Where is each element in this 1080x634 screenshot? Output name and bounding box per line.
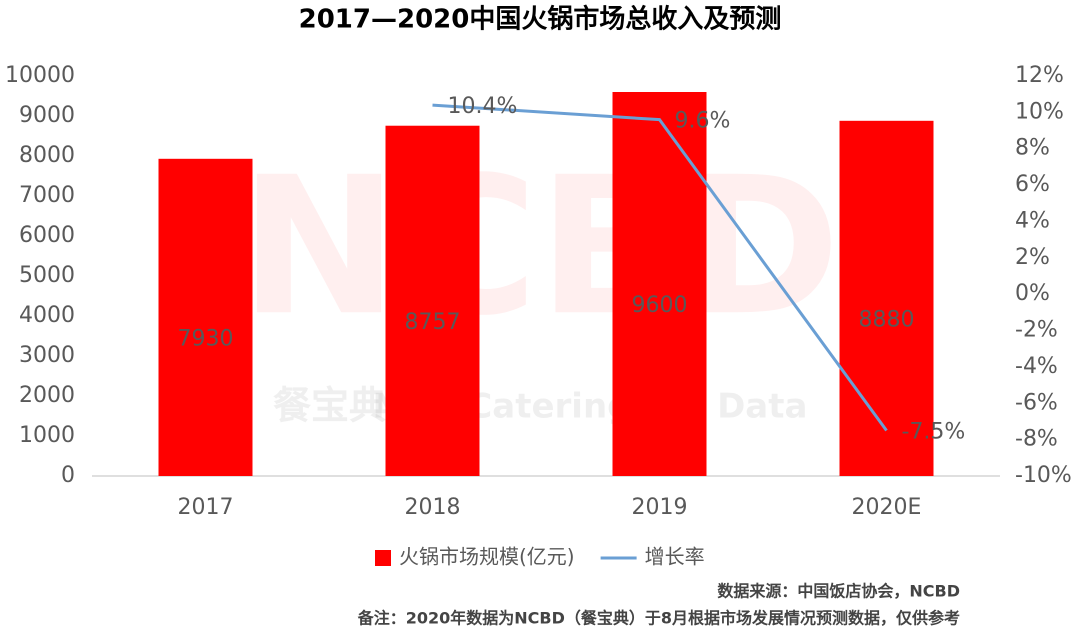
y-tick-label: 2000: [19, 383, 75, 408]
y2-tick-label: 12%: [1015, 63, 1064, 88]
line-value-label: -7.5%: [902, 420, 966, 445]
bar: [158, 158, 253, 477]
y2-tick-label: 8%: [1015, 136, 1050, 161]
chart-title: 2017—2020中国火锅市场总收入及预测: [299, 4, 782, 35]
y2-tick-label: 0%: [1015, 281, 1050, 306]
watermark: NCBD: [240, 136, 841, 357]
y-tick-label: 3000: [19, 343, 75, 368]
y-tick-label: 8000: [19, 143, 75, 168]
line: [432, 103, 888, 432]
y2-tick-label: -6%: [1015, 390, 1058, 415]
y-tick-label: 4000: [19, 303, 75, 328]
legend-label: 火锅市场规模(亿元): [399, 545, 575, 569]
y2-tick-label: 2%: [1015, 245, 1050, 270]
x-tick-label: 2019: [632, 495, 688, 520]
bar: [839, 120, 934, 477]
y-tick-label: 1000: [19, 423, 75, 448]
y-tick-label: 9000: [19, 103, 75, 128]
x-tick-label: 2020E: [852, 495, 922, 520]
y2-tick-label: -10%: [1015, 463, 1072, 488]
y-tick-label: 10000: [5, 63, 75, 88]
y2-tick-label: 6%: [1015, 172, 1050, 197]
bar: [385, 125, 480, 476]
bar-value-label: 9600: [632, 293, 688, 318]
bar-value-label: 8757: [405, 310, 461, 335]
x-tick-label: 2018: [405, 495, 461, 520]
y2-tick-label: 10%: [1015, 99, 1064, 124]
bar: [612, 92, 707, 476]
y-tick-label: 6000: [19, 223, 75, 248]
bar-value-label: 8880: [859, 307, 915, 332]
legend-swatch: [375, 550, 391, 566]
legend-label: 增长率: [645, 545, 705, 569]
y2-tick-label: 4%: [1015, 208, 1050, 233]
watermark: 餐宝典: [273, 384, 387, 428]
y2-tick-label: -8%: [1015, 427, 1058, 452]
y-tick-label: 7000: [19, 183, 75, 208]
y2-tick-label: -2%: [1015, 318, 1058, 343]
x-tick-label: 2017: [178, 495, 234, 520]
y-tick-label: 5000: [19, 263, 75, 288]
bar-value-label: 7930: [178, 326, 234, 351]
y2-tick-label: -4%: [1015, 354, 1058, 379]
footnote: 备注：2020年数据为NCBD（餐宝典）于8月根据市场发展情况预测数据，仅供参考: [357, 609, 960, 628]
y-tick-label: 0: [61, 463, 75, 488]
line-value-label: 9.6%: [675, 109, 731, 134]
source-note: 数据来源：中国饭店协会，NCBD: [717, 582, 960, 601]
line-value-label: 10.4%: [448, 94, 518, 119]
